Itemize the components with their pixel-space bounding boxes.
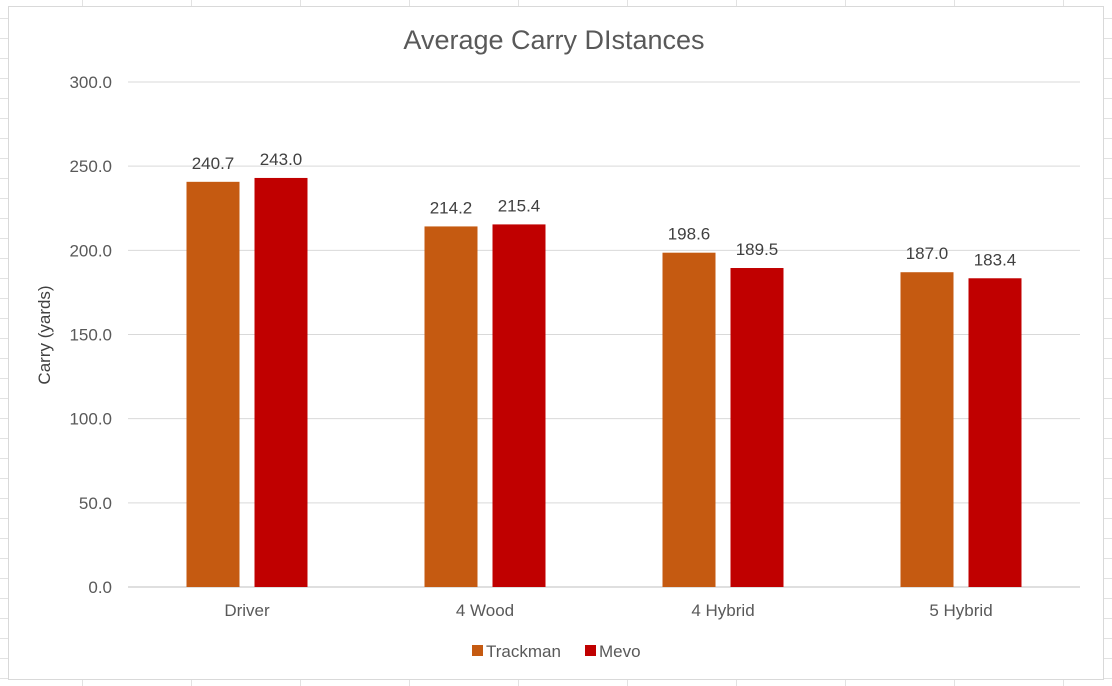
bar-trackman-4-wood[interactable] xyxy=(424,226,478,587)
y-tick-label: 100.0 xyxy=(69,410,112,429)
bar-trackman-driver[interactable] xyxy=(186,181,240,588)
x-category-label: Driver xyxy=(224,601,270,620)
y-tick-label: 200.0 xyxy=(69,241,112,260)
bars xyxy=(186,177,1022,588)
legend-label: Trackman xyxy=(486,642,561,661)
bar-trackman-5-hybrid[interactable] xyxy=(900,272,954,587)
y-tick-label: 300.0 xyxy=(69,73,112,92)
legend-item-mevo[interactable]: Mevo xyxy=(585,642,641,661)
data-label: 214.2 xyxy=(430,198,473,217)
data-label: 198.6 xyxy=(668,225,711,244)
bar-mevo-4-wood[interactable] xyxy=(492,224,546,587)
legend-swatch xyxy=(585,645,596,656)
data-label: 187.0 xyxy=(906,244,949,263)
y-axis-ticks: 0.0 50.0 100.0 150.0 200.0 250.0 300.0 xyxy=(69,73,112,597)
data-label: 243.0 xyxy=(260,150,303,169)
bar-trackman-4-hybrid[interactable] xyxy=(662,252,716,587)
legend-swatch xyxy=(472,645,483,656)
data-label: 240.7 xyxy=(192,154,235,173)
legend-item-trackman[interactable]: Trackman xyxy=(472,642,561,661)
x-category-label: 4 Hybrid xyxy=(691,601,754,620)
bar-mevo-4-hybrid[interactable] xyxy=(730,268,784,587)
x-category-label: 5 Hybrid xyxy=(929,601,992,620)
x-category-label: 4 Wood xyxy=(456,601,514,620)
data-labels: 240.7 243.0 214.2 215.4 198.6 189.5 187.0 183.4 xyxy=(192,150,1017,269)
chart-title: Average Carry DIstances xyxy=(403,25,704,55)
y-tick-label: 50.0 xyxy=(79,494,112,513)
data-label: 189.5 xyxy=(736,240,779,259)
y-tick-label: 150.0 xyxy=(69,326,112,345)
legend[interactable]: Trackman Mevo xyxy=(472,642,641,661)
bar-mevo-5-hybrid[interactable] xyxy=(968,278,1022,587)
y-tick-label: 250.0 xyxy=(69,157,112,176)
legend-label: Mevo xyxy=(599,642,641,661)
data-label: 215.4 xyxy=(498,196,541,215)
x-axis-categories: Driver 4 Wood 4 Hybrid 5 Hybrid xyxy=(224,601,992,620)
data-label: 183.4 xyxy=(974,250,1017,269)
y-axis-title: Carry (yards) xyxy=(35,285,54,384)
y-tick-label: 0.0 xyxy=(88,578,112,597)
bar-mevo-driver[interactable] xyxy=(254,177,308,587)
